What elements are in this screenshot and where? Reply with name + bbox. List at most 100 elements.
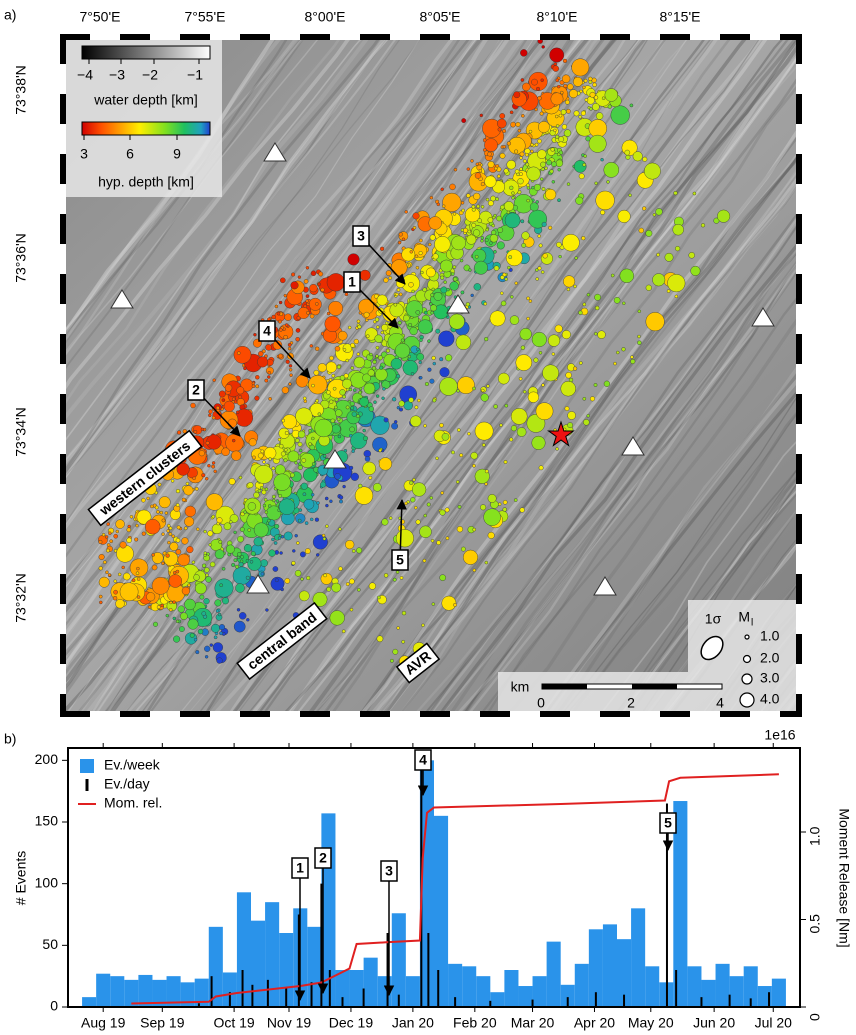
event	[563, 59, 567, 63]
event	[379, 366, 383, 370]
event	[164, 552, 178, 566]
event	[558, 168, 561, 171]
event	[516, 122, 521, 127]
colorbar-tick-label: −3	[109, 67, 125, 83]
event	[521, 220, 524, 223]
event	[229, 478, 235, 484]
event	[237, 608, 240, 611]
event	[316, 553, 319, 556]
event	[461, 291, 464, 294]
event	[614, 362, 617, 365]
event	[99, 554, 105, 560]
event	[306, 311, 309, 314]
event	[402, 238, 405, 241]
event	[643, 157, 648, 162]
event	[562, 75, 570, 83]
event	[170, 542, 178, 550]
event	[456, 480, 459, 483]
event	[391, 260, 407, 276]
event	[410, 250, 413, 253]
event	[486, 228, 489, 231]
event	[507, 160, 516, 169]
event	[348, 254, 360, 266]
event	[263, 504, 266, 507]
event	[377, 596, 380, 599]
event	[339, 500, 342, 503]
event	[261, 450, 264, 453]
event	[349, 388, 352, 391]
event	[462, 209, 465, 212]
event	[509, 438, 513, 442]
event	[430, 379, 435, 384]
event	[510, 122, 515, 127]
event	[184, 599, 195, 610]
frame-tick	[796, 364, 802, 394]
event	[441, 287, 447, 293]
event	[248, 557, 262, 571]
event	[432, 356, 436, 360]
event	[351, 366, 354, 369]
event	[190, 633, 194, 637]
event	[596, 113, 603, 120]
event	[232, 439, 235, 442]
event	[116, 530, 119, 533]
event	[440, 378, 458, 396]
event	[514, 150, 518, 154]
event	[305, 522, 308, 525]
event	[106, 549, 109, 552]
event	[248, 529, 251, 532]
event	[512, 196, 515, 199]
event	[408, 323, 412, 327]
event	[540, 178, 543, 181]
event	[202, 612, 206, 616]
event	[285, 431, 289, 435]
bar	[364, 958, 378, 1007]
event	[485, 470, 488, 473]
event	[351, 473, 359, 481]
event	[691, 266, 701, 276]
event	[519, 172, 522, 175]
event	[522, 243, 526, 247]
event	[497, 242, 505, 250]
frame-tick	[796, 544, 802, 574]
event	[176, 620, 179, 623]
event	[453, 212, 456, 215]
event	[502, 129, 506, 133]
event	[323, 537, 326, 540]
event	[403, 315, 409, 321]
event	[338, 528, 341, 531]
event	[136, 524, 139, 527]
event	[539, 351, 542, 354]
event	[607, 180, 610, 183]
event	[252, 382, 255, 385]
event	[355, 487, 373, 505]
event	[646, 312, 665, 331]
event	[497, 119, 506, 128]
event	[211, 624, 219, 632]
event	[565, 100, 569, 104]
event	[440, 260, 452, 272]
event	[521, 114, 524, 117]
event	[113, 596, 117, 600]
event	[442, 596, 456, 610]
event	[265, 488, 268, 491]
event	[393, 578, 396, 581]
event	[233, 567, 251, 585]
event	[475, 422, 493, 440]
event	[276, 500, 279, 503]
event	[182, 498, 186, 502]
event	[335, 473, 341, 479]
event	[673, 224, 684, 235]
event	[368, 370, 375, 377]
event	[583, 163, 586, 166]
bar	[406, 976, 420, 1007]
event	[279, 499, 295, 515]
event	[150, 505, 153, 508]
event	[350, 343, 354, 347]
event	[389, 517, 392, 520]
event	[211, 465, 214, 468]
event	[376, 355, 379, 358]
event	[557, 85, 560, 88]
event	[446, 537, 449, 540]
event	[397, 627, 400, 630]
